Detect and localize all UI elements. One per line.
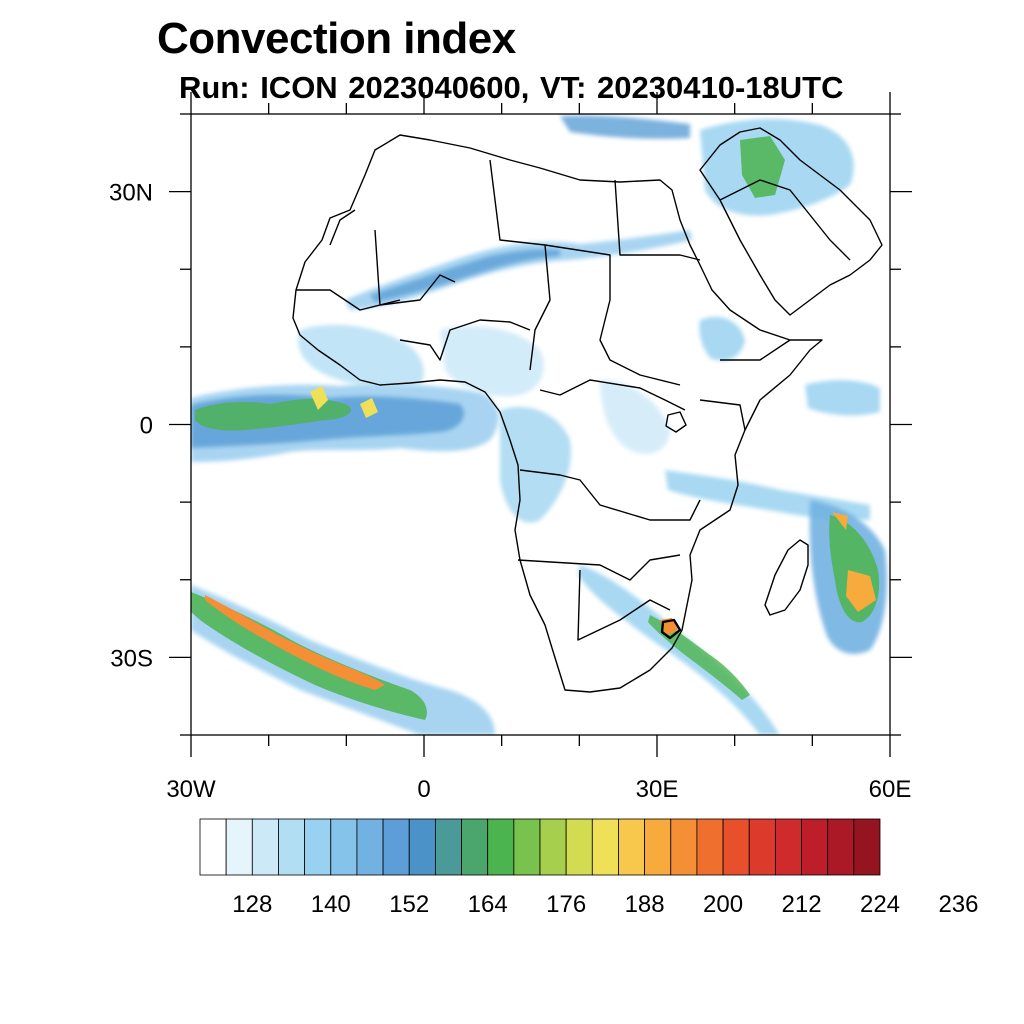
convection-band-itcz-green <box>195 398 352 431</box>
country-border-1 <box>374 229 456 306</box>
colorbar-label: 152 <box>389 891 429 918</box>
convection-patch-congo <box>500 406 571 523</box>
convection-field <box>191 115 887 735</box>
country-border-2 <box>489 159 551 371</box>
colorbar-box <box>487 818 515 876</box>
convection-patch-somalia-sea <box>805 380 880 416</box>
colorbar-label: 188 <box>625 891 665 918</box>
colorbar-box <box>748 818 776 876</box>
colorbar-label: 128 <box>232 891 272 918</box>
convection-patch-ethiopia <box>699 316 745 361</box>
country-border-3 <box>544 244 681 386</box>
convection-band-south-atlantic <box>191 585 495 735</box>
x-tick-label: 60E <box>869 776 912 800</box>
x-tick-label: 0 <box>417 776 430 800</box>
x-tick-label: 30W <box>166 776 216 800</box>
colorbar-box <box>539 818 567 876</box>
colorbar-boxes <box>199 818 881 876</box>
colorbar-box <box>382 818 410 876</box>
colorbar-box <box>304 818 332 876</box>
colorbar-box <box>330 818 358 876</box>
convection-band-itcz-yellow <box>310 386 378 418</box>
convection-patch-east-congo <box>600 380 670 454</box>
colorbar-box <box>827 818 855 876</box>
colorbar-box <box>801 818 829 876</box>
colorbar-box <box>644 818 672 876</box>
convection-band-sahara <box>345 230 692 310</box>
page-title: Convection index <box>157 14 516 63</box>
axis-labels: 30W 0 30E 60E 30N 0 30S <box>109 180 911 800</box>
colorbar-box <box>251 818 279 876</box>
colorbar-box <box>696 818 724 876</box>
axis-ticks <box>169 92 912 757</box>
colorbar-label: 212 <box>782 891 822 918</box>
colorbar-box <box>434 818 462 876</box>
country-border-10 <box>399 319 531 361</box>
convection-band-sahara-core <box>370 249 560 302</box>
lake-victoria <box>665 411 687 433</box>
colorbar-box <box>513 818 541 876</box>
country-border-11 <box>699 339 791 431</box>
country-border-7 <box>517 554 681 581</box>
y-tick-label: 30S <box>110 645 153 672</box>
convection-hotspot-madagascar <box>832 512 876 612</box>
colorbar-labels: 128 140 152 164 176 188 200 212 224 236 <box>232 891 978 918</box>
convection-patch-arabia-core <box>740 136 785 198</box>
country-border-9 <box>296 209 401 311</box>
colorbar-box <box>408 818 436 876</box>
colorbar-label: 200 <box>703 891 743 918</box>
country-border-5 <box>539 379 686 411</box>
colorbar-box <box>199 818 227 876</box>
colorbar-box <box>225 818 253 876</box>
colorbar-box <box>461 818 489 876</box>
convection-patch-mediterranean <box>560 115 690 139</box>
x-tick-label: 30E <box>636 776 679 800</box>
africa-coastline <box>292 134 823 693</box>
lesotho-border <box>660 618 682 640</box>
map-panel: 30W 0 30E 60E 30N 0 30S <box>109 92 912 800</box>
country-border-12 <box>719 179 851 261</box>
page-subtitle: Run: ICON 2023040600, VT: 20230410-18UTC <box>179 70 844 105</box>
country-border-8 <box>577 569 671 641</box>
convection-patch-central <box>440 326 544 397</box>
convection-patch-west-africa <box>298 324 424 388</box>
colorbar-label: 140 <box>311 891 351 918</box>
colorbar-label: 176 <box>546 891 586 918</box>
colorbar-box <box>670 818 698 876</box>
colorbar-label: 236 <box>938 891 978 918</box>
colorbar-box <box>356 818 384 876</box>
country-border-6 <box>519 469 701 521</box>
colorbar-box <box>591 818 619 876</box>
coastlines-and-borders <box>292 127 883 693</box>
colorbar-label: 164 <box>468 891 508 918</box>
colorbar-box <box>278 818 306 876</box>
country-border-4 <box>614 179 701 261</box>
colorbar-label: 224 <box>860 891 900 918</box>
y-tick-label: 0 <box>140 413 153 440</box>
y-tick-label: 30N <box>109 180 153 207</box>
colorbar-box <box>565 818 593 876</box>
arabia-coastline <box>699 127 883 316</box>
colorbar-box <box>618 818 646 876</box>
convection-band-south-atlantic-hot <box>205 595 385 690</box>
colorbar-box <box>853 818 881 876</box>
colorbar-box <box>722 818 750 876</box>
madagascar-coastline <box>764 539 809 616</box>
colorbar-box <box>774 818 802 876</box>
